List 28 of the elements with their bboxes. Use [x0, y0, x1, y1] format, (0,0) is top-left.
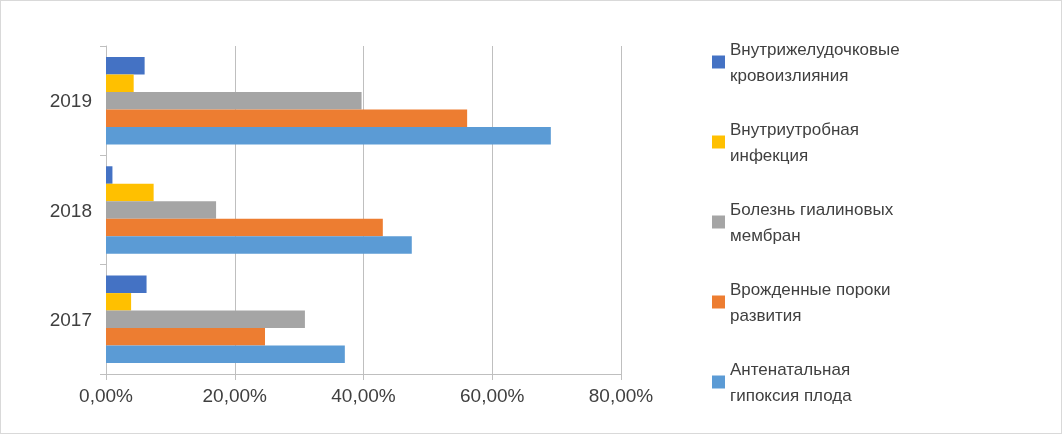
bar [106, 74, 134, 92]
legend-label: Врожденные пороки развития [730, 279, 896, 325]
bar [106, 328, 266, 346]
legend-label: Внутриутробная инфекция [730, 119, 864, 165]
x-tick-label: 80,00% [588, 385, 654, 406]
legend-label: Болезнь гиалиновых мембран [730, 199, 898, 245]
bar [106, 91, 362, 110]
bar [106, 109, 468, 127]
x-tick-label: 40,00% [331, 385, 396, 406]
bar [106, 56, 145, 75]
y-tick-label: 2018 [49, 199, 92, 221]
bar [106, 275, 147, 294]
x-tick-label: 60,00% [460, 385, 525, 406]
y-tick-label: 2017 [49, 308, 92, 330]
bar [106, 183, 154, 202]
bar [106, 166, 113, 184]
x-tick-label: 0,00% [79, 385, 134, 406]
bar [106, 293, 132, 311]
bar [106, 126, 551, 145]
bar [106, 201, 217, 219]
y-tick-label: 2019 [49, 90, 92, 112]
legend-label: Внутрижелудочковые кровоизлияния [730, 39, 905, 85]
bar [106, 345, 345, 364]
legend-label: Антенатальная гипоксия плода [730, 359, 855, 405]
bar [106, 218, 383, 237]
x-tick-label: 20,00% [202, 385, 268, 406]
bar [106, 236, 412, 254]
bar [106, 310, 305, 329]
